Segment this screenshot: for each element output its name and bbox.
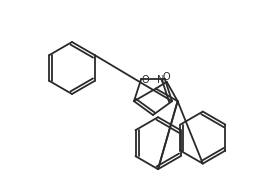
Text: O: O xyxy=(142,75,149,85)
Text: N: N xyxy=(157,75,165,85)
Text: O: O xyxy=(163,72,170,82)
